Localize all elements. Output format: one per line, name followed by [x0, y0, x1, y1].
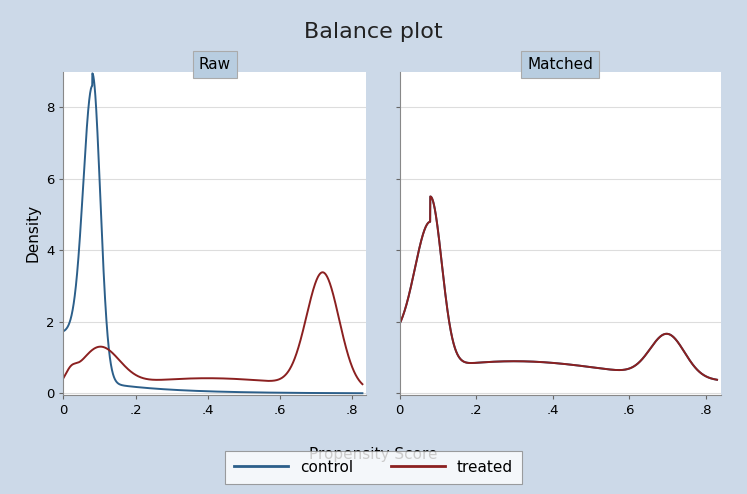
Title: Raw: Raw	[199, 57, 231, 72]
Text: Balance plot: Balance plot	[304, 22, 443, 42]
Y-axis label: Density: Density	[25, 205, 40, 262]
Title: Matched: Matched	[527, 57, 593, 72]
Text: Propensity Score: Propensity Score	[309, 448, 438, 462]
Legend: control, treated: control, treated	[225, 451, 522, 484]
